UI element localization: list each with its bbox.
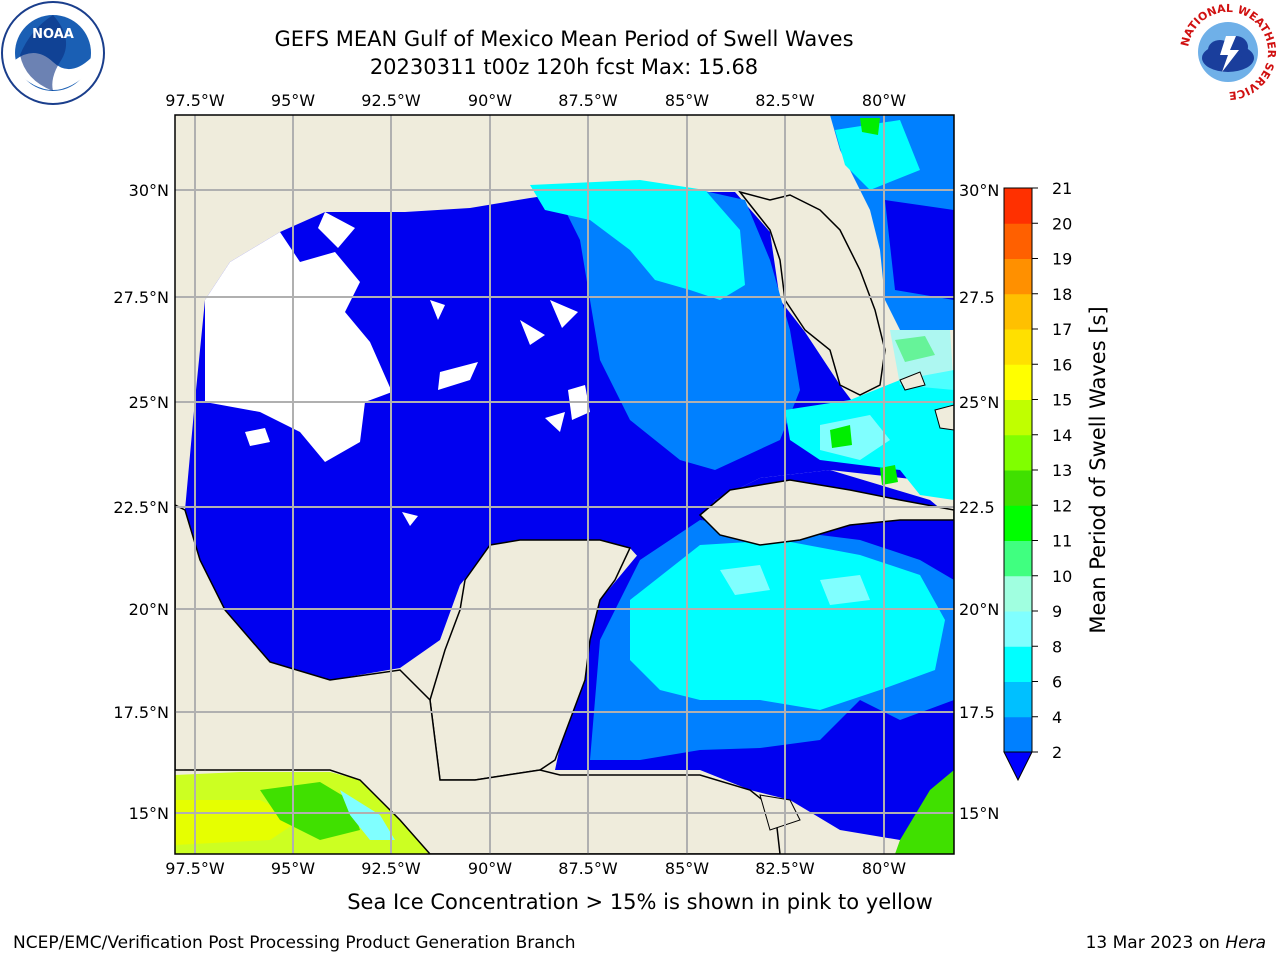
colorbar-tick-label: 16 <box>1052 355 1072 374</box>
lon-labels-top: 97.5°W 95°W 92.5°W 90°W 87.5°W 85°W 82.5… <box>165 91 906 110</box>
colorbar-tick-label: 15 <box>1052 391 1072 410</box>
colorbar-tick-label: 20 <box>1052 214 1072 233</box>
footer-credit: NCEP/EMC/Verification Post Processing Pr… <box>13 933 576 953</box>
colorbar-tick-label: 8 <box>1052 637 1062 656</box>
colorbar-tick-label: 4 <box>1052 708 1062 727</box>
lat-label: 15°N <box>129 804 169 823</box>
colorbar-tick-label: 19 <box>1052 250 1072 269</box>
colorbar-segment <box>1004 329 1032 365</box>
lon-label: 95°W <box>271 91 315 110</box>
colorbar-tick-label: 9 <box>1052 602 1062 621</box>
lat-label: 30°N <box>129 181 169 200</box>
footer-host: Hera <box>1225 933 1266 953</box>
sea-ice-note-text: Sea Ice Concentration > 15% is shown in … <box>347 890 933 914</box>
grid-lines <box>175 115 954 854</box>
gulf-nodata <box>205 232 392 462</box>
colorbar-tick-label: 13 <box>1052 461 1072 480</box>
colorbar-segment <box>1004 470 1032 506</box>
cuba <box>698 479 954 546</box>
colorbar-tick-label: 17 <box>1052 320 1072 339</box>
lon-label: 80°W <box>862 859 906 878</box>
colorbar-segment <box>1004 575 1032 612</box>
yucatan <box>429 539 632 781</box>
lat-label: 30°N <box>959 181 999 200</box>
colorbar: 2 4 6 8 9 10 11 12 13 14 15 16 17 18 19 20 21 Mean Perio… <box>1003 179 1110 782</box>
colorbar-segment <box>1004 646 1032 682</box>
colorbar-tick-label: 14 <box>1052 426 1072 445</box>
colorbar-label: Mean Period of Swell Waves [s] <box>1086 306 1110 633</box>
colorbar-segment <box>1004 540 1032 577</box>
colorbar-segment <box>1004 505 1032 541</box>
colorbar-segment <box>1004 364 1032 400</box>
colorbar-tick-label: 6 <box>1052 673 1062 692</box>
lon-label: 90°W <box>468 91 512 110</box>
central-america <box>175 504 781 854</box>
eastern-gulf-cyan <box>530 180 745 300</box>
lat-label: 27.5 <box>959 288 995 307</box>
noaa-logo-text: NOAA <box>32 27 74 42</box>
colorbar-segment <box>1004 681 1032 718</box>
lat-label: 27.5°N <box>113 288 169 307</box>
lat-label: 17.5°N <box>113 703 169 722</box>
lat-label: 15°N <box>959 804 999 823</box>
colorbar-tick-label: 2 <box>1052 743 1062 762</box>
lat-labels-left: 30°N 27.5°N 25°N 22.5°N 20°N 17.5°N 15°N <box>113 181 169 823</box>
lat-labels-right: 30°N 27.5 25°N 22.5 20°N 17.5 15°N <box>959 181 999 823</box>
florida <box>738 190 886 396</box>
lon-label: 97.5°W <box>165 859 225 878</box>
lon-label: 90°W <box>468 859 512 878</box>
colorbar-segment <box>1004 399 1032 436</box>
lon-label: 82.5°W <box>755 91 815 110</box>
colorbar-tick-label: 11 <box>1052 532 1072 551</box>
map-area <box>175 115 954 854</box>
colorbar-segment <box>1004 258 1032 295</box>
lat-label: 20°N <box>959 600 999 619</box>
lon-label: 85°W <box>665 91 709 110</box>
colorbar-tick-label: 10 <box>1052 567 1072 586</box>
map-frame <box>174 114 955 855</box>
footer-date-text: 13 Mar 2023 on <box>1085 933 1226 953</box>
colorbar-extend-arrow <box>1003 751 1033 782</box>
colorbar-tick-label: 12 <box>1052 496 1072 515</box>
colorbar-segment <box>1004 716 1032 753</box>
lon-label: 85°W <box>665 859 709 878</box>
lat-label: 22.5 <box>959 498 995 517</box>
sea-ice-note: Sea Ice Concentration > 15% is shown in … <box>0 890 1280 914</box>
lon-label: 82.5°W <box>755 859 815 878</box>
nws-logo: NATIONAL WEATHER SERVICE <box>1178 2 1278 102</box>
lat-label: 17.5 <box>959 703 995 722</box>
lon-labels-bottom: 97.5°W 95°W 92.5°W 90°W 87.5°W 85°W 82.5… <box>165 859 906 878</box>
colorbar-segment <box>1004 188 1032 224</box>
colorbar-segment <box>1004 223 1032 259</box>
lon-label: 92.5°W <box>361 859 421 878</box>
colorbar-segment <box>1004 434 1032 471</box>
map-title: GEFS MEAN Gulf of Mexico Mean Period of … <box>274 27 854 51</box>
lat-label: 25°N <box>129 393 169 412</box>
colorbar-tick-label: 21 <box>1052 179 1072 198</box>
colorbar-segments <box>1004 188 1032 753</box>
caribbean-cyan <box>630 540 945 710</box>
lat-label: 22.5°N <box>113 498 169 517</box>
lon-label: 80°W <box>862 91 906 110</box>
map-subtitle: 20230311 t00z 120h fcst Max: 15.68 <box>369 55 759 79</box>
lat-label: 25°N <box>959 393 999 412</box>
lat-label: 20°N <box>129 600 169 619</box>
lon-label: 92.5°W <box>361 91 421 110</box>
lon-label: 95°W <box>271 859 315 878</box>
noaa-logo: NOAA <box>1 1 105 105</box>
colorbar-segment <box>1004 611 1032 647</box>
footer-date: 13 Mar 2023 on Hera <box>1086 933 1266 953</box>
colorbar-ticks: 2 4 6 8 9 10 11 12 13 14 15 16 17 18 19 20 21 <box>1032 179 1072 762</box>
lon-label: 87.5°W <box>558 859 618 878</box>
colorbar-segment <box>1004 293 1032 330</box>
colorbar-tick-label: 18 <box>1052 285 1072 304</box>
lon-label: 87.5°W <box>558 91 618 110</box>
lon-label: 97.5°W <box>165 91 225 110</box>
